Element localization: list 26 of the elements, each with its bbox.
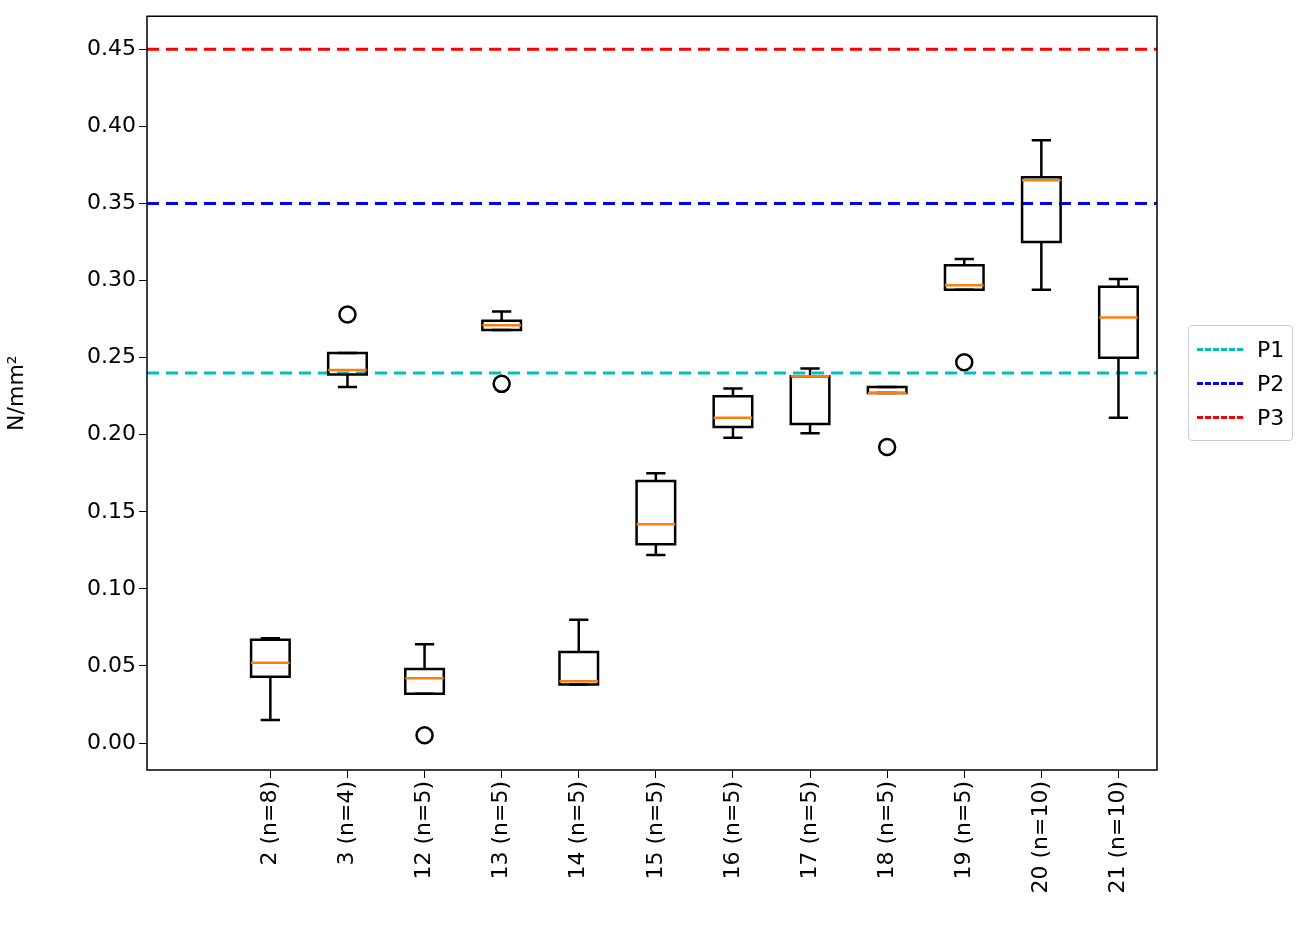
x-tick-label: 15 (n=5) [641, 781, 667, 880]
y-tick-label: 0.00 [87, 728, 136, 754]
legend-label: P1 [1257, 336, 1285, 362]
y-axis-title: N/mm² [2, 355, 28, 431]
x-tick-label: 16 (n=5) [718, 781, 744, 880]
x-tick-label: 12 (n=5) [410, 781, 436, 880]
y-tick-label: 0.35 [87, 189, 136, 215]
y-tick-label: 0.25 [87, 343, 136, 369]
y-tick-label: 0.05 [87, 651, 136, 677]
y-tick-label: 0.30 [87, 266, 136, 292]
legend-label: P3 [1257, 404, 1285, 430]
x-tick-label: 3 (n=4) [333, 781, 359, 866]
y-tick-label: 0.10 [87, 574, 136, 600]
x-tick-label: 13 (n=5) [487, 781, 513, 880]
y-tick-label: 0.40 [87, 112, 136, 138]
x-tick-label: 18 (n=5) [872, 781, 898, 880]
y-tick-label: 0.45 [87, 35, 136, 61]
x-tick-label: 21 (n=10) [1104, 781, 1130, 894]
x-tick-label: 2 (n=8) [256, 781, 282, 866]
y-tick-label: 0.20 [87, 420, 136, 446]
legend-label: P2 [1257, 370, 1285, 396]
x-tick-label: 19 (n=5) [949, 781, 975, 880]
y-tick-label: 0.15 [87, 497, 136, 523]
x-tick-label: 17 (n=5) [795, 781, 821, 880]
x-tick-label: 14 (n=5) [564, 781, 590, 880]
x-tick-label: 20 (n=10) [1027, 781, 1053, 894]
